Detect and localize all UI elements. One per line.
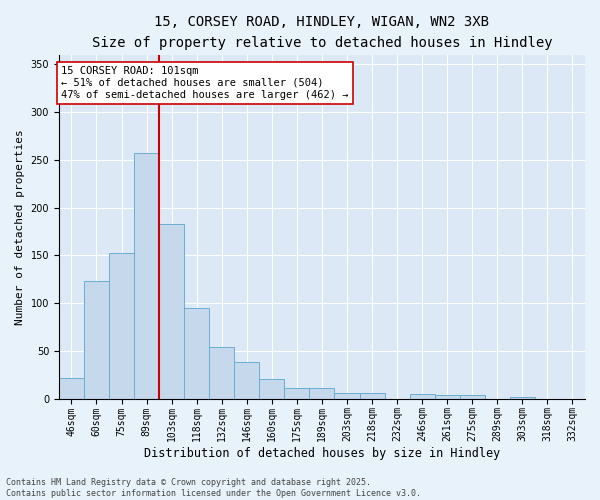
Bar [460, 394, 485, 398]
Bar [510, 396, 535, 398]
Bar [84, 281, 109, 398]
Bar [434, 394, 460, 398]
Bar [59, 378, 84, 398]
Title: 15, CORSEY ROAD, HINDLEY, WIGAN, WN2 3XB
Size of property relative to detached h: 15, CORSEY ROAD, HINDLEY, WIGAN, WN2 3XB… [92, 15, 552, 50]
Bar [410, 394, 434, 398]
Bar [184, 308, 209, 398]
Bar [209, 347, 234, 399]
Bar [234, 362, 259, 398]
Text: 15 CORSEY ROAD: 101sqm
← 51% of detached houses are smaller (504)
47% of semi-de: 15 CORSEY ROAD: 101sqm ← 51% of detached… [61, 66, 349, 100]
Bar [134, 153, 159, 398]
Bar [334, 393, 359, 398]
Bar [359, 393, 385, 398]
Text: Contains HM Land Registry data © Crown copyright and database right 2025.
Contai: Contains HM Land Registry data © Crown c… [6, 478, 421, 498]
Bar [159, 224, 184, 398]
Bar [259, 378, 284, 398]
Y-axis label: Number of detached properties: Number of detached properties [15, 129, 25, 324]
Bar [284, 388, 310, 398]
Bar [109, 252, 134, 398]
Bar [310, 388, 334, 398]
X-axis label: Distribution of detached houses by size in Hindley: Distribution of detached houses by size … [144, 447, 500, 460]
